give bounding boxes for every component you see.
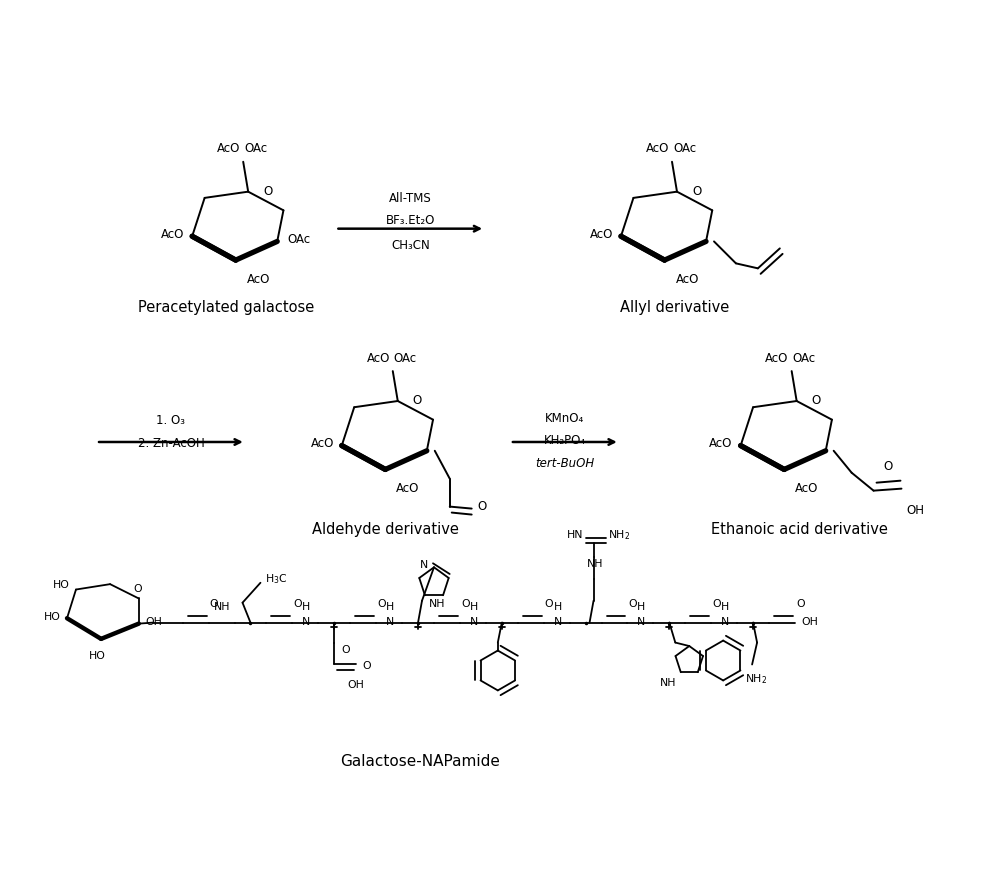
Text: OH: OH: [348, 680, 365, 691]
Text: N: N: [420, 561, 428, 570]
Text: O: O: [293, 598, 302, 609]
Text: O: O: [263, 185, 272, 197]
Text: O: O: [812, 394, 821, 407]
Text: H$_3$C: H$_3$C: [265, 572, 288, 586]
Text: NH: NH: [660, 678, 677, 688]
Text: OAc: OAc: [673, 143, 696, 155]
Text: O: O: [362, 662, 371, 671]
Text: N: N: [554, 617, 562, 627]
Text: Ethanoic acid derivative: Ethanoic acid derivative: [711, 522, 888, 537]
Text: O: O: [692, 185, 701, 197]
Text: All-TMS: All-TMS: [389, 192, 432, 205]
Text: O: O: [796, 598, 805, 609]
Text: AcO: AcO: [217, 143, 240, 155]
Text: Allyl derivative: Allyl derivative: [620, 300, 729, 315]
Text: AcO: AcO: [247, 273, 270, 286]
Text: tert-BuOH: tert-BuOH: [535, 458, 594, 471]
Text: KMnO₄: KMnO₄: [545, 412, 584, 424]
Text: N: N: [302, 617, 310, 627]
Text: AcO: AcO: [795, 482, 819, 495]
Text: NH: NH: [429, 599, 445, 609]
Text: OH: OH: [801, 617, 818, 627]
Text: NH: NH: [214, 602, 231, 612]
Text: O: O: [545, 598, 553, 609]
Text: O: O: [210, 598, 218, 609]
Text: AcO: AcO: [396, 482, 420, 495]
Text: AcO: AcO: [765, 352, 789, 364]
Text: O: O: [341, 644, 350, 655]
Text: H: H: [470, 602, 478, 612]
Text: OAc: OAc: [287, 233, 310, 246]
Text: NH$_2$: NH$_2$: [745, 672, 767, 686]
Text: N: N: [721, 617, 729, 627]
Text: AcO: AcO: [310, 437, 334, 450]
Text: AcO: AcO: [366, 352, 390, 364]
Text: OH: OH: [906, 503, 924, 517]
Text: O: O: [883, 459, 892, 473]
Text: OAc: OAc: [244, 143, 267, 155]
Text: H: H: [721, 602, 729, 612]
Text: OAc: OAc: [394, 352, 417, 364]
Text: OAc: OAc: [793, 352, 816, 364]
Text: Aldehyde derivative: Aldehyde derivative: [312, 522, 459, 537]
Text: H: H: [302, 602, 310, 612]
Text: N: N: [637, 617, 646, 627]
Text: AcO: AcO: [590, 228, 613, 241]
Text: KH₂PO₄: KH₂PO₄: [544, 434, 586, 446]
Text: NH$_2$: NH$_2$: [608, 528, 630, 542]
Text: Peracetylated galactose: Peracetylated galactose: [138, 300, 314, 315]
Text: O: O: [712, 598, 721, 609]
Text: O: O: [377, 598, 386, 609]
Text: H: H: [554, 602, 562, 612]
Text: 1. O₃: 1. O₃: [156, 414, 185, 427]
Text: AcO: AcO: [646, 143, 669, 155]
Text: Galactose-NAPamide: Galactose-NAPamide: [340, 754, 500, 769]
Text: O: O: [478, 500, 487, 513]
Text: O: O: [133, 583, 142, 593]
Text: BF₃.Et₂O: BF₃.Et₂O: [386, 214, 435, 227]
Text: O: O: [628, 598, 637, 609]
Text: O: O: [413, 394, 422, 407]
Text: AcO: AcO: [161, 228, 184, 241]
Text: NH: NH: [587, 559, 604, 568]
Text: CH₃CN: CH₃CN: [391, 239, 430, 252]
Text: N: N: [386, 617, 394, 627]
Text: H: H: [386, 602, 394, 612]
Text: AcO: AcO: [709, 437, 733, 450]
Text: HO: HO: [44, 612, 61, 622]
Text: H: H: [637, 602, 646, 612]
Text: HO: HO: [53, 580, 70, 590]
Text: HN: HN: [567, 530, 584, 540]
Text: HO: HO: [89, 651, 106, 661]
Text: N: N: [470, 617, 478, 627]
Text: OH: OH: [146, 617, 163, 627]
Text: O: O: [461, 598, 470, 609]
Text: AcO: AcO: [676, 273, 699, 286]
Text: 2. Zn-AcOH: 2. Zn-AcOH: [138, 437, 204, 451]
